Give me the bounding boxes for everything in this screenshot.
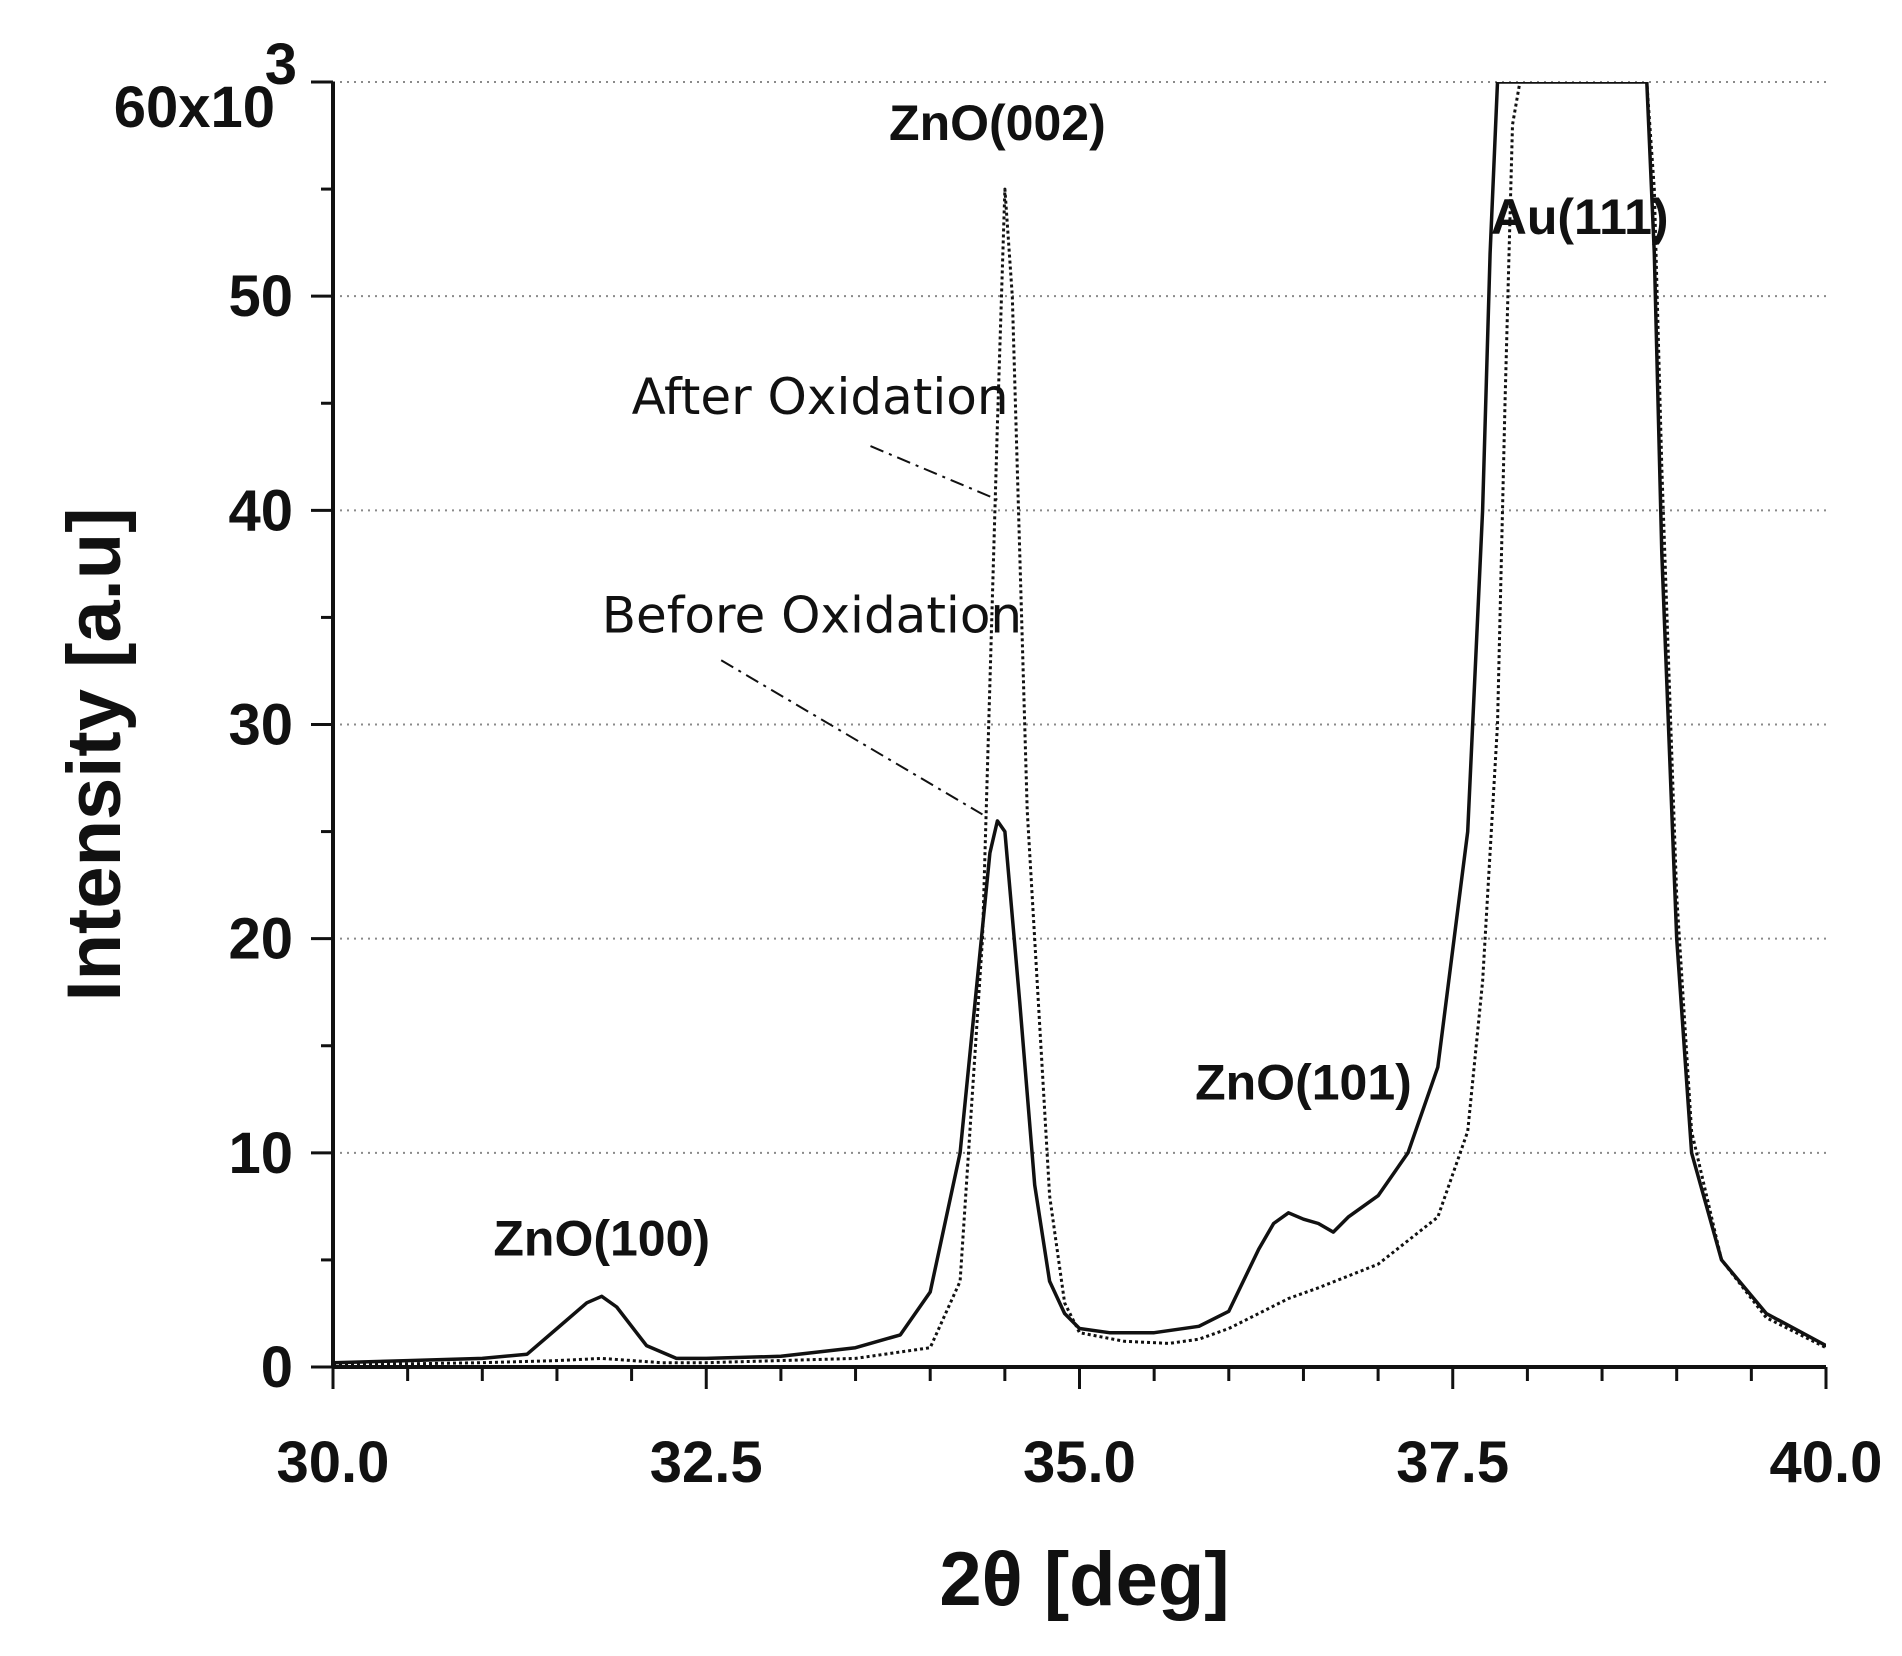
y-tick-label: 50	[228, 264, 293, 329]
peak-label-au-111-: Au(111)	[1491, 189, 1669, 245]
x-tick-label: 40.0	[1770, 1430, 1883, 1495]
x-tick-label: 35.0	[1023, 1430, 1136, 1495]
callout-label-after-oxidation: After Oxidation	[632, 368, 1009, 426]
callouts: After Oxidation Before Oxidation	[602, 368, 1022, 816]
series-line-after-oxidation	[333, 82, 1826, 1367]
callout-label-before-oxidation: Before Oxidation	[602, 586, 1022, 644]
peak-label-zno-100-: ZnO(100)	[493, 1211, 710, 1267]
y-tick-exponent: 3	[265, 32, 297, 97]
x-tick-label: 37.5	[1396, 1430, 1509, 1495]
series-lines	[333, 82, 1826, 1367]
x-axis-title: 2θ [deg]	[939, 1537, 1229, 1622]
y-axis-title: Intensity [a.u]	[52, 507, 137, 1001]
peak-label-zno-101-: ZnO(101)	[1195, 1054, 1412, 1110]
callout-leader-before-oxidation	[720, 659, 983, 816]
annotations: ZnO(100) ZnO(002) ZnO(101) Au(111)	[493, 95, 1668, 1267]
y-tick-label: 60x10	[114, 75, 275, 140]
y-tick-label: 20	[228, 907, 293, 972]
y-tick-label: 10	[228, 1121, 293, 1186]
series-line-before-oxidation	[333, 82, 1826, 1365]
y-tick-label: 40	[228, 478, 293, 543]
y-tick-label: 0	[261, 1335, 293, 1400]
x-tick-label: 32.5	[650, 1430, 763, 1495]
y-tick-label: 30	[228, 693, 293, 758]
x-tick-label: 30.0	[277, 1430, 390, 1495]
peak-label-zno-002-: ZnO(002)	[889, 95, 1106, 151]
callout-leader-after-oxidation	[870, 445, 998, 501]
